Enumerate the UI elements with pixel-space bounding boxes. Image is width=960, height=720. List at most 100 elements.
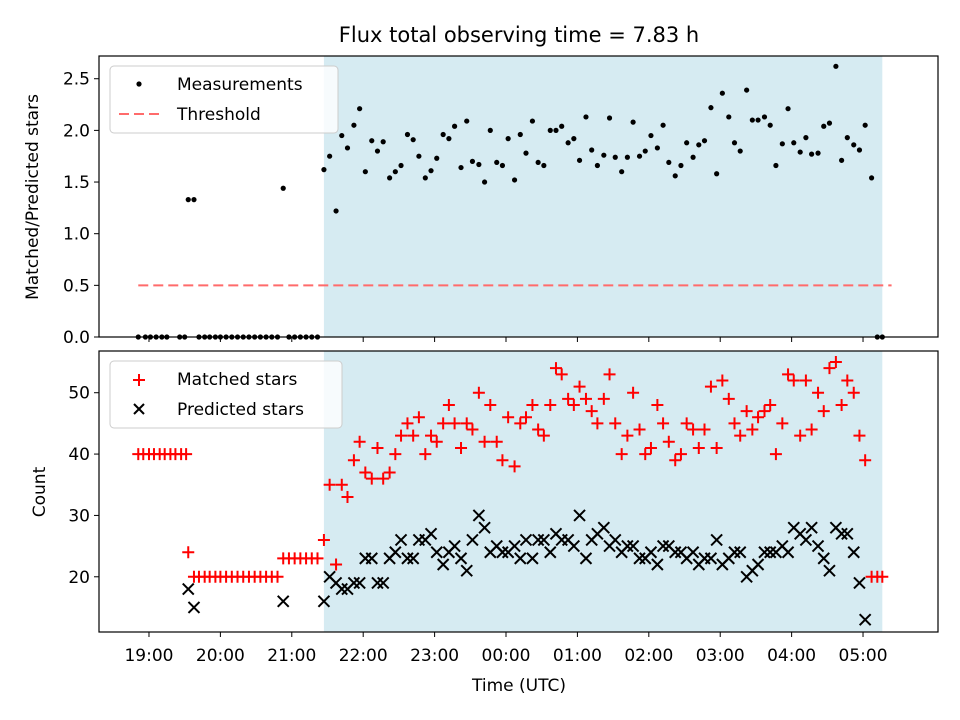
matched-star-marker	[271, 570, 284, 583]
measurement-point	[494, 159, 500, 166]
predicted-star-marker	[567, 539, 581, 553]
predicted-star-marker	[751, 558, 765, 571]
measurement-point	[636, 153, 643, 159]
measurement-point	[410, 137, 416, 143]
matched-star-marker	[407, 429, 420, 442]
matched-star-marker	[496, 454, 509, 467]
predicted-star-marker	[763, 546, 777, 559]
measurement-point	[761, 114, 768, 120]
matched-star-marker	[698, 423, 711, 436]
measurement-point	[398, 162, 404, 169]
predicted-star-marker	[347, 576, 361, 590]
matched-star-marker	[829, 356, 842, 369]
predicted-star-marker	[401, 552, 414, 565]
legend-top-box	[109, 65, 339, 134]
predicted-star-marker	[454, 552, 468, 565]
matched-star-marker	[621, 429, 634, 442]
measurement-point	[280, 185, 286, 191]
matched-star-marker	[371, 441, 384, 454]
measurement-point	[505, 136, 511, 142]
matched-star-marker	[651, 398, 664, 411]
matched-star-marker	[502, 411, 515, 424]
measurement-point	[708, 105, 714, 111]
matched-star-marker	[430, 435, 443, 448]
measurement-point	[434, 155, 440, 161]
predicted-star-marker	[626, 539, 640, 553]
matched-stars-points	[132, 356, 889, 583]
matched-star-marker	[764, 398, 777, 411]
measurement-point	[344, 145, 351, 151]
matched-star-marker	[425, 429, 438, 442]
matched-star-marker	[644, 441, 657, 454]
matched-star-marker	[841, 374, 854, 387]
measurement-point	[701, 138, 708, 144]
legend-bottom: Matched stars Predicted stars	[109, 360, 343, 429]
matched-star-marker	[662, 435, 675, 448]
matched-star-marker	[311, 552, 324, 565]
matched-star-marker	[508, 460, 521, 473]
matched-star-marker	[758, 405, 771, 418]
matched-legend-marker	[133, 374, 145, 386]
predicted-star-marker	[710, 533, 723, 547]
matched-star-marker	[591, 417, 604, 430]
measurement-point	[458, 164, 464, 171]
predicted-star-marker	[544, 546, 557, 559]
x-tick-label: 23:00	[410, 646, 459, 666]
measurement-point	[321, 167, 327, 173]
x-ticks-bottom: 19:00 20:00 21:00 22:00 23:00 00:00 01:00 02:00…	[124, 632, 888, 666]
measurement-point	[606, 115, 613, 121]
measurement-point	[744, 87, 750, 93]
predicted-star-marker	[579, 552, 593, 565]
predicted-star-marker	[526, 552, 539, 565]
matched-star-marker	[876, 570, 889, 583]
matched-star-marker	[526, 398, 539, 411]
x-ticks-top	[148, 337, 864, 342]
measurement-point	[844, 135, 850, 141]
x-tick-label: 21:00	[267, 646, 316, 666]
ratio-panel: 0.0 0.5 1.0 1.5 2.0 2.5 Matched/Predicted sta…	[23, 55, 939, 348]
matched-star-marker	[835, 398, 848, 411]
measurement-point	[339, 132, 345, 139]
matched-star-marker	[812, 386, 825, 399]
matched-star-marker	[567, 398, 580, 411]
measurement-point	[351, 122, 357, 128]
matched-star-marker	[448, 417, 461, 430]
predicted-star-marker	[478, 521, 491, 534]
matched-star-marker	[330, 558, 343, 571]
measurement-point	[362, 169, 368, 175]
matched-star-marker	[412, 411, 425, 424]
matched-star-marker	[615, 448, 628, 461]
legend-measurements: Measurements	[177, 75, 303, 95]
chart-title: Flux total observing time = 7.83 h	[339, 23, 699, 47]
predicted-star-marker	[277, 595, 290, 608]
matched-star-marker	[537, 429, 550, 442]
predicted-star-marker	[799, 533, 813, 547]
predicted-star-marker	[644, 546, 658, 559]
measurement-point	[731, 140, 738, 146]
predicted-star-marker	[335, 582, 348, 596]
predicted-star-marker	[353, 576, 366, 590]
matched-star-marker	[490, 435, 503, 448]
predicted-star-marker	[805, 521, 818, 534]
measurement-point	[576, 157, 583, 163]
matched-star-marker	[704, 380, 717, 393]
matched-star-marker	[776, 417, 789, 430]
predicted-star-marker	[669, 546, 682, 559]
matched-star-marker	[317, 533, 330, 546]
predicted-star-marker	[597, 521, 611, 534]
y-bottom-tick-label: 50	[68, 384, 90, 404]
measurement-point	[684, 140, 690, 146]
predicted-star-marker	[621, 539, 634, 553]
predicted-star-marker	[853, 576, 866, 590]
measurement-point	[601, 152, 607, 158]
matched-star-marker	[799, 374, 812, 387]
matched-star-marker	[484, 398, 497, 411]
predicted-star-marker	[811, 539, 825, 553]
matched-star-marker	[585, 405, 598, 418]
predicted-star-marker	[371, 576, 384, 590]
measurement-point	[719, 90, 725, 96]
predicted-star-marker	[460, 564, 473, 577]
measurement-point	[791, 140, 797, 146]
matched-star-marker	[519, 411, 532, 424]
